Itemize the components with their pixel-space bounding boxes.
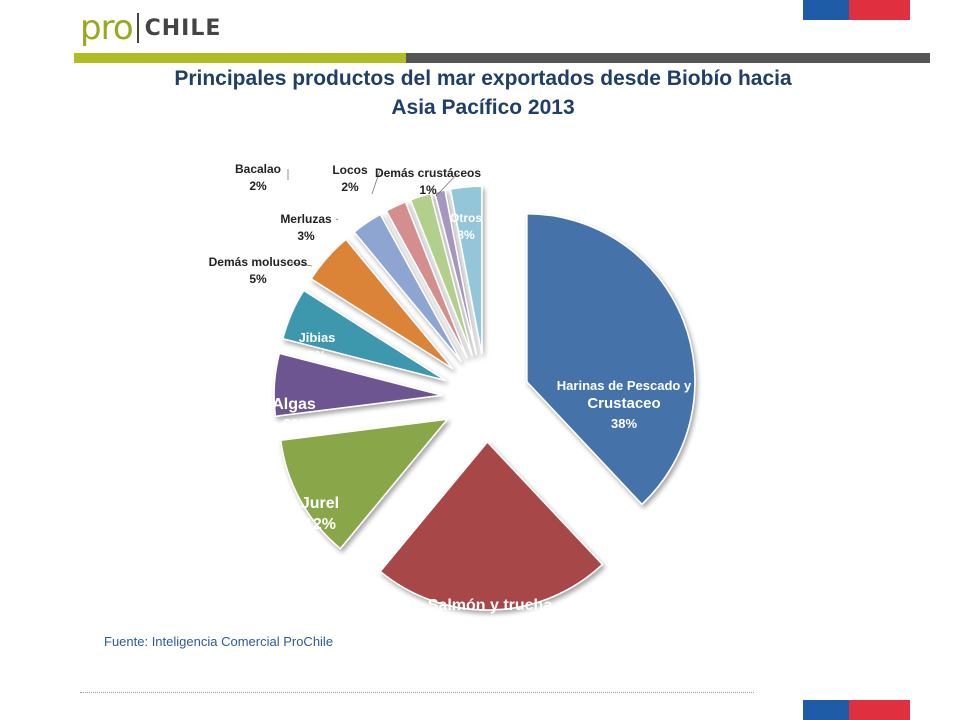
flag-blue-block-bottom (803, 700, 849, 720)
slice-name: Jibias (299, 330, 336, 345)
slice-label: Locos 2% (332, 163, 368, 194)
slice-percent: 23% (474, 618, 506, 635)
slice-label: Otros 3% (450, 211, 482, 242)
slice-label: Salmón y trucha 23% (428, 597, 553, 635)
flag-blue-block (803, 0, 849, 20)
slice-label: Demás crustáceos 1% (375, 166, 481, 197)
leader-line (435, 172, 459, 197)
slice-name: Demás moluscos (209, 255, 308, 269)
slice-percent: 2% (341, 180, 359, 194)
flag-red-block-bottom (849, 700, 910, 720)
slice-percent: 12% (304, 516, 336, 533)
pie-slice (281, 289, 447, 382)
slice-label: Merluzas 3% (280, 212, 332, 243)
pie-slice (526, 213, 696, 506)
slice-name: Locos (332, 163, 368, 177)
slice-name: Merluzas (280, 212, 332, 226)
logo-chile-text: CHILE (144, 15, 222, 41)
slice-label: Bacalao 2% (235, 162, 281, 193)
leader-line (287, 261, 313, 267)
footer-dotted-line (80, 692, 754, 693)
slice-percent: 3% (297, 229, 315, 243)
slice-percent: 2% (249, 179, 267, 193)
slice-name: Harinas de Pescado y (557, 378, 692, 393)
slice-label: Harinas de Pescado y Crustaceo 38% (557, 378, 692, 431)
flag-red-block (849, 0, 910, 20)
pie-slice (379, 440, 604, 611)
source-note: Fuente: Inteligencia Comercial ProChile (104, 634, 334, 649)
slice-percent: 38% (611, 416, 637, 431)
leader-line (371, 169, 381, 195)
pie-slice (409, 192, 474, 357)
slice-percent: 3% (457, 228, 475, 242)
slice-name: Crustaceo (587, 395, 660, 412)
pie-slice (353, 213, 462, 363)
chart-title-line2: Asia Pacífico 2013 (391, 96, 575, 119)
slice-label: Jibias 5% (299, 330, 336, 363)
prochile-logo: pro CHILE (80, 8, 221, 48)
slice-name: Salmón y trucha (428, 597, 553, 614)
pie-slice (385, 201, 468, 359)
chart-title-line1: Principales productos del mar exportados… (174, 67, 792, 90)
pie-slice (449, 185, 483, 355)
slice-percent: 5% (308, 348, 327, 363)
slice-name: Jurel (301, 495, 339, 512)
slice-percent: 5% (249, 272, 267, 286)
logo-pro-text: pro (80, 8, 134, 48)
flag-stripe-top (803, 0, 910, 20)
flag-stripe-bottom (803, 700, 910, 720)
slice-name: Bacalao (235, 162, 281, 176)
slice-label: Demás moluscos 5% (209, 255, 308, 286)
slice-label: Algas 6% (272, 396, 316, 434)
slice-name: Otros (450, 211, 482, 225)
leader-line (335, 218, 339, 221)
slice-percent: 6% (282, 417, 305, 434)
slice-name: Demás crustáceos (375, 166, 481, 180)
slice-name: Algas (272, 396, 316, 413)
logo-divider (136, 13, 139, 43)
pie-slice (279, 418, 450, 550)
header-rule-green (74, 53, 406, 63)
header-rule-dark (406, 53, 930, 63)
pie-slice (433, 189, 478, 356)
slice-label: Jurel 12% (301, 495, 339, 533)
pie-slice (273, 352, 443, 418)
pie-slice (310, 238, 454, 370)
slice-percent: 1% (419, 183, 437, 197)
